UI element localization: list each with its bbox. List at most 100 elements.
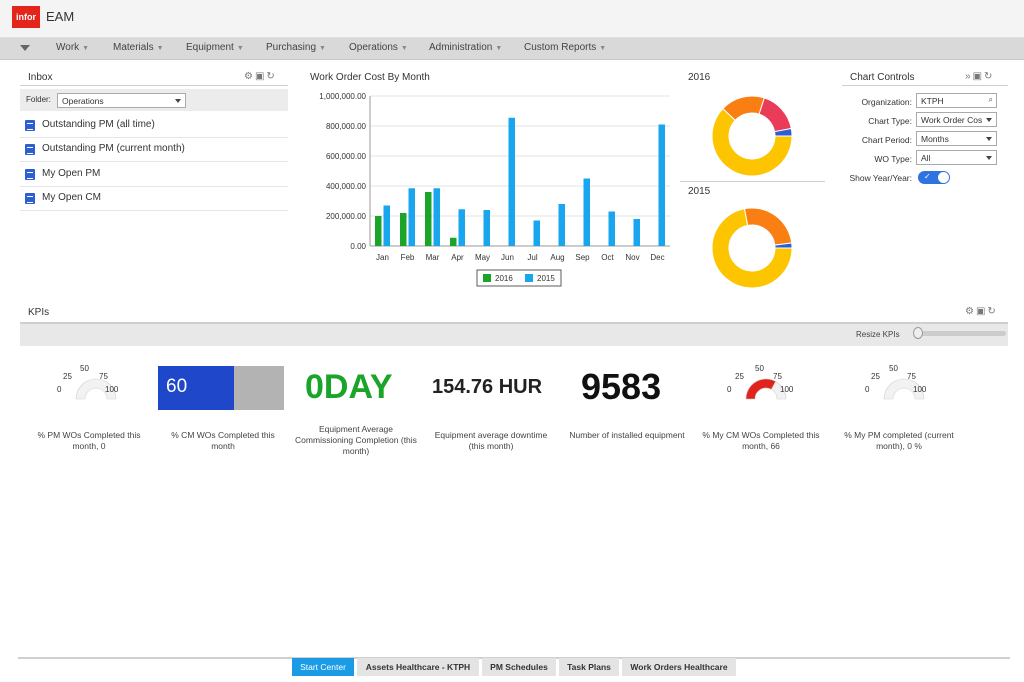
donut-slice[interactable] — [758, 97, 792, 133]
save-icon[interactable]: ▣ — [972, 71, 985, 82]
check-icon: ✓ — [924, 172, 931, 181]
bar-2015[interactable] — [658, 124, 666, 247]
chevron-down-icon — [986, 137, 992, 141]
gauge-label: 50 — [889, 364, 898, 373]
save-icon[interactable]: ▣ — [975, 306, 988, 317]
kpi-toolbar: Resize KPIs — [20, 322, 1008, 346]
infor-logo[interactable]: infor — [12, 6, 40, 28]
menu-equipment[interactable]: Equipment ▼ — [186, 42, 244, 53]
tab-work-orders-healthcare[interactable]: Work Orders Healthcare — [622, 658, 736, 676]
inbox-item[interactable]: My Open PM — [20, 163, 288, 187]
gauge-label: 0 — [865, 385, 870, 394]
legend-swatch — [525, 274, 533, 282]
bar-2015[interactable] — [483, 210, 491, 246]
x-tick-label: Aug — [550, 253, 564, 262]
chevron-down-icon — [986, 118, 992, 122]
list-icon — [25, 193, 35, 204]
menu-label: Custom Reports — [524, 42, 597, 53]
x-tick-label: Dec — [650, 253, 664, 262]
chevron-down-icon — [175, 99, 181, 103]
gauge-label: 100 — [105, 385, 119, 394]
wo-type-select[interactable]: All — [916, 150, 997, 165]
chart-controls-divider — [842, 85, 1008, 86]
gauge-my-pm — [883, 378, 925, 400]
list-icon — [25, 169, 35, 180]
bar-2015[interactable] — [433, 188, 441, 246]
bar-2015[interactable] — [558, 204, 566, 246]
kpi-caption: Number of installed equipment — [569, 430, 685, 440]
chart-type-select[interactable]: Work Order Cos — [916, 112, 997, 127]
refresh-icon[interactable]: ↻ — [987, 306, 998, 317]
tab-start-center[interactable]: Start Center — [292, 658, 354, 676]
menu-administration[interactable]: Administration ▼ — [429, 42, 502, 53]
donut-chart-2015 — [711, 207, 793, 289]
x-tick-label: Jun — [501, 253, 514, 262]
bar-2016[interactable] — [450, 237, 457, 246]
kpi-caption: % CM WOs Completed this month — [171, 430, 275, 451]
y-tick-label: 0.00 — [350, 242, 366, 251]
gauge-label: 25 — [63, 372, 72, 381]
bar-2015[interactable] — [608, 211, 616, 247]
inbox-item[interactable]: Outstanding PM (current month) — [20, 138, 288, 162]
menu-materials[interactable]: Materials ▼ — [113, 42, 164, 53]
bar-2015[interactable] — [383, 205, 391, 247]
gauge-pm-wos — [75, 378, 117, 400]
tab-task-plans[interactable]: Task Plans — [559, 658, 619, 676]
bar-2015[interactable] — [583, 178, 591, 247]
resize-kpis-slider[interactable] — [914, 331, 1006, 336]
chart-period-select[interactable]: Months — [916, 131, 997, 146]
work-order-cost-chart: 0.00 200,000.00 400,000.00 600,000.00 800,00… — [319, 92, 670, 287]
bar-2015[interactable] — [458, 209, 466, 246]
donut-slice[interactable] — [711, 107, 793, 177]
collapse-icon[interactable]: » — [965, 71, 973, 82]
refresh-icon[interactable]: ↻ — [266, 71, 277, 82]
kpis-tools: ⚙▣↻ — [965, 306, 998, 317]
folder-select[interactable]: Operations — [57, 93, 186, 108]
bar-2015[interactable] — [508, 117, 516, 246]
menu-custom-reports[interactable]: Custom Reports ▼ — [524, 42, 606, 53]
wo-type-label: WO Type: — [874, 154, 912, 164]
gear-icon[interactable]: ⚙ — [965, 306, 976, 317]
x-tick-label: Feb — [401, 253, 415, 262]
folder-value: Operations — [62, 96, 104, 106]
donut-slice[interactable] — [774, 127, 793, 137]
lookup-icon[interactable]: ⌕ — [988, 95, 993, 104]
bar-2016[interactable] — [375, 216, 382, 246]
slider-handle[interactable] — [913, 327, 923, 339]
x-tick-label: Jul — [527, 253, 537, 262]
tab-pm-schedules[interactable]: PM Schedules — [482, 658, 556, 676]
bar-2015[interactable] — [633, 219, 641, 246]
gauge-label: 100 — [913, 385, 927, 394]
menu-label: Work — [56, 42, 80, 53]
kpi-value: 154.76 HUR — [432, 376, 542, 399]
bar-2016[interactable] — [425, 192, 432, 246]
menu-operations[interactable]: Operations ▼ — [349, 42, 408, 53]
donut-slice[interactable] — [743, 207, 793, 246]
show-year-toggle[interactable]: ✓ — [918, 171, 950, 184]
menu-purchasing[interactable]: Purchasing ▼ — [266, 42, 326, 53]
y-tick-label: 800,000.00 — [326, 122, 367, 131]
tab-assets-healthcare[interactable]: Assets Healthcare - KTPH — [357, 658, 479, 676]
inbox-item[interactable]: My Open CM — [20, 187, 288, 211]
inbox-title: Inbox — [28, 72, 53, 83]
toggle-knob — [938, 172, 949, 183]
kpi-caption: % My PM completed (current month), 0 % — [844, 430, 954, 451]
inbox-item[interactable]: Outstanding PM (all time) — [20, 114, 288, 138]
list-icon — [25, 144, 35, 155]
bar-2015[interactable] — [408, 188, 416, 246]
save-icon[interactable]: ▣ — [254, 71, 267, 82]
refresh-icon[interactable]: ↻ — [984, 71, 995, 82]
menu-toggle-icon[interactable] — [20, 45, 30, 51]
app-title: EAM — [46, 9, 75, 24]
gauge-label: 50 — [80, 364, 89, 373]
donut-slice[interactable] — [774, 242, 793, 249]
bar-2016[interactable] — [400, 213, 407, 246]
legend-swatch — [483, 274, 491, 282]
menu-label: Materials — [113, 42, 154, 53]
menu-work[interactable]: Work ▼ — [56, 42, 89, 53]
gear-icon[interactable]: ⚙ — [244, 71, 255, 82]
organization-input[interactable]: KTPH ⌕ — [916, 93, 997, 108]
donut-slice[interactable] — [711, 208, 793, 289]
x-tick-label: Nov — [625, 253, 639, 262]
bar-2015[interactable] — [533, 220, 541, 247]
